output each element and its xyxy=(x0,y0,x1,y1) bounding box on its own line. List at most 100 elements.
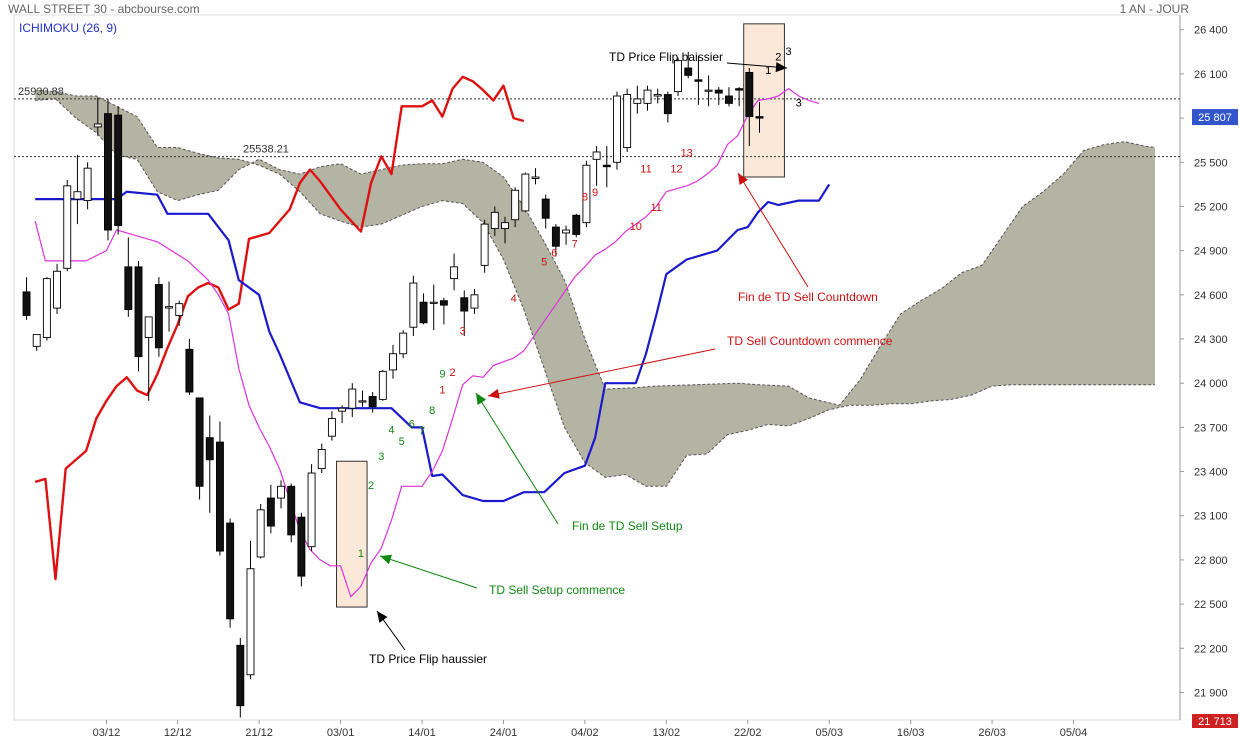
candle xyxy=(439,297,448,325)
candle xyxy=(185,339,194,395)
countdown-count-label: 10 xyxy=(630,221,642,233)
candle-body xyxy=(185,348,194,393)
candle xyxy=(226,518,235,628)
candle xyxy=(256,503,265,559)
candle xyxy=(114,106,123,235)
annotation-arrow-line xyxy=(487,348,716,397)
level-label-1: 25930.88 xyxy=(18,86,64,98)
y-tick-label: 21 900 xyxy=(1194,687,1228,699)
candle xyxy=(572,213,581,238)
setup-count-label: 2 xyxy=(368,480,374,492)
candle-body xyxy=(134,266,143,358)
y-tick-label: 22 200 xyxy=(1194,643,1228,655)
annotation-arrow-line xyxy=(379,555,478,589)
cloud-lower-edge xyxy=(35,89,1155,487)
x-tick-label: 04/02 xyxy=(571,727,599,739)
annotation-arrow-head xyxy=(380,554,393,565)
candle xyxy=(755,101,764,133)
candle xyxy=(735,87,744,107)
x-tick-label: 03/12 xyxy=(93,727,121,739)
low-price-label: 21 713 xyxy=(1198,716,1232,728)
candle xyxy=(653,88,662,104)
annotation-label: TD Price Flip baissier xyxy=(609,50,723,64)
countdown-count-label: 4 xyxy=(511,293,517,305)
candle xyxy=(368,392,377,413)
current-price-tag xyxy=(1192,109,1238,126)
candle xyxy=(724,87,733,107)
countdown-count-label: 12 xyxy=(670,164,682,176)
setup-count-label: 7 xyxy=(419,426,425,438)
y-tick-label: 26 100 xyxy=(1194,69,1228,81)
setup-count-label: 5 xyxy=(399,436,405,448)
x-tick-label: 03/01 xyxy=(327,727,355,739)
candle-body xyxy=(93,123,102,128)
candle-body xyxy=(684,67,693,76)
candle-body xyxy=(236,644,245,707)
candle xyxy=(358,390,367,407)
annotation-arrow-head xyxy=(488,388,500,399)
candle xyxy=(704,75,713,107)
candle-body xyxy=(297,516,306,577)
candle xyxy=(501,216,509,244)
countdown-count-label: 3 xyxy=(460,326,466,338)
candle-body xyxy=(358,400,367,403)
candle xyxy=(93,97,102,136)
candle xyxy=(63,179,72,272)
annotation-arrow-head xyxy=(775,62,787,73)
candle xyxy=(521,172,530,213)
candle-body xyxy=(521,173,530,212)
countdown-count-label: 11 xyxy=(640,164,651,176)
candle-body xyxy=(277,485,285,499)
candle-body xyxy=(694,79,703,82)
price-flip-box-1 xyxy=(336,460,368,608)
candle-body xyxy=(53,270,62,309)
candle xyxy=(236,637,245,718)
chikou-span-line xyxy=(34,75,525,581)
y-tick-label: 23 100 xyxy=(1194,511,1228,523)
candle xyxy=(215,421,224,556)
flip-count-label: 3 xyxy=(785,46,791,58)
candle xyxy=(266,484,275,534)
candle xyxy=(470,288,479,314)
candle-body xyxy=(643,89,652,104)
candle-body xyxy=(73,191,82,200)
ichimoku-cloud xyxy=(35,90,1156,487)
candle xyxy=(592,146,601,186)
y-tick-label: 26 400 xyxy=(1194,25,1228,37)
cloud-upper-edge xyxy=(35,98,1156,406)
candle xyxy=(195,397,204,500)
candle-body xyxy=(450,266,459,280)
candle xyxy=(32,334,41,351)
candle-body xyxy=(154,284,163,349)
annotation-arrow-head xyxy=(476,393,487,405)
candle xyxy=(246,540,255,680)
countdown-count-label: 5 xyxy=(541,256,547,268)
flip-count-label: 3 xyxy=(796,97,802,109)
x-tick-label: 16/03 xyxy=(897,727,925,739)
countdown-count-label: 11 xyxy=(650,202,661,214)
annotation-label: Fin de TD Sell Countdown xyxy=(738,290,878,304)
candle-body xyxy=(714,89,723,94)
candle xyxy=(460,290,469,337)
candle-body xyxy=(613,95,621,163)
candle-body xyxy=(409,282,418,328)
candles xyxy=(22,51,764,718)
candle xyxy=(541,194,550,229)
y-tick-label: 24 900 xyxy=(1194,246,1228,258)
y-tick-label: 23 700 xyxy=(1194,422,1228,434)
candle-body xyxy=(42,278,51,338)
candle xyxy=(623,88,632,152)
candle xyxy=(480,219,489,273)
candle-body xyxy=(490,211,499,229)
candle-body xyxy=(287,485,296,536)
period-label: 1 AN - JOUR xyxy=(1119,2,1189,16)
candle-body xyxy=(165,306,173,309)
candle-body xyxy=(531,176,540,179)
candle xyxy=(562,225,571,245)
candle xyxy=(582,160,591,228)
countdown-count-label: 6 xyxy=(551,248,557,260)
candle-body xyxy=(32,334,41,347)
candle xyxy=(613,91,621,170)
countdown-count-label: 7 xyxy=(572,239,578,251)
